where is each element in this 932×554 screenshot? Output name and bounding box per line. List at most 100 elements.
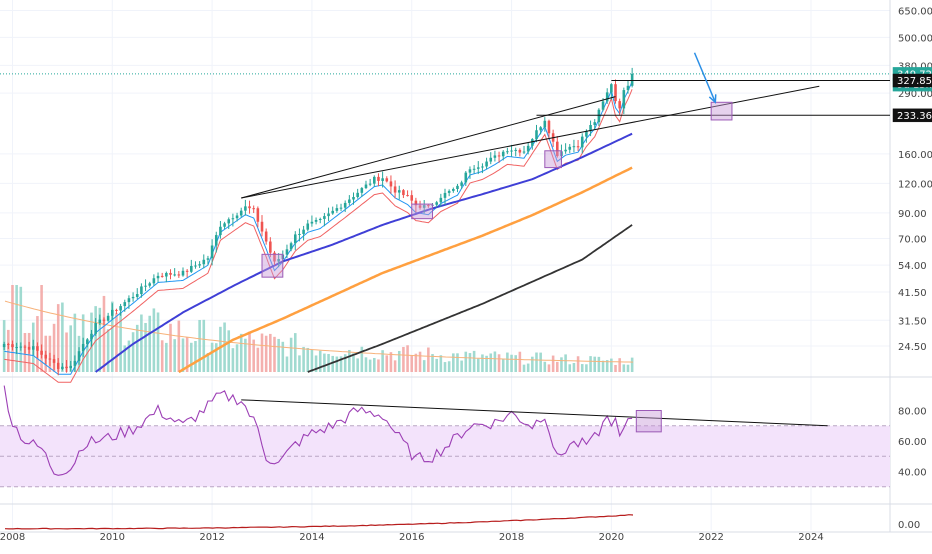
ma-200-line	[307, 224, 633, 373]
volume-bar	[497, 354, 501, 372]
volume-bar	[298, 355, 301, 372]
candle-body	[580, 136, 584, 148]
candle-body	[497, 155, 501, 157]
candle-body	[173, 274, 176, 276]
x-tick-label: 2018	[499, 532, 524, 543]
volume-bar	[485, 355, 488, 372]
volume-bar	[61, 302, 64, 372]
drawing-layer	[0, 52, 890, 278]
candle-body	[605, 92, 609, 102]
volume-bar	[456, 353, 459, 372]
candle-body	[393, 186, 397, 193]
volume-bar	[418, 351, 422, 372]
candle-body	[11, 344, 14, 348]
volume-bar	[260, 333, 264, 372]
volume-bar	[381, 350, 384, 372]
candle-body	[593, 122, 597, 126]
volume-average-line	[4, 300, 634, 363]
price-tick-label: 41.50	[898, 288, 927, 299]
candle-body	[626, 85, 630, 91]
volume-bar	[119, 312, 122, 372]
ema-short-line	[4, 81, 633, 375]
volume-bar	[293, 333, 297, 372]
volume-bar	[630, 357, 634, 372]
candle-body	[556, 141, 559, 157]
volume-bar	[535, 352, 538, 372]
candle-body	[589, 125, 592, 132]
candle-body	[227, 219, 231, 224]
volume-bar	[518, 351, 522, 372]
annotation-box	[411, 203, 434, 220]
volume-bar	[605, 360, 609, 372]
candle-body	[585, 131, 588, 137]
rsi-tick-label: 60.00	[898, 437, 927, 448]
price-tick-label: 120.00	[898, 179, 932, 190]
candle-body	[185, 270, 189, 272]
volume-bar	[98, 307, 102, 372]
volume-bar	[601, 360, 605, 372]
candle-body	[506, 151, 509, 153]
candle-body	[385, 178, 389, 182]
volume-bar	[360, 346, 364, 372]
candle-body	[339, 207, 343, 209]
candle-body	[472, 168, 476, 170]
volume-bar	[281, 341, 285, 372]
candle-body	[144, 285, 147, 287]
candle-body	[531, 139, 534, 146]
candle-body	[397, 190, 401, 193]
candle-body	[630, 73, 634, 86]
volume-bar	[468, 353, 472, 372]
candle-body	[15, 347, 18, 349]
volume-bar	[585, 364, 588, 372]
volume-bar	[160, 340, 164, 372]
candle-body	[485, 161, 488, 167]
candle-body	[327, 213, 330, 217]
volume-bar	[40, 285, 43, 372]
candle-body	[464, 172, 468, 183]
price-tick-label: 24.50	[898, 342, 927, 353]
volume-bar	[86, 340, 89, 372]
candle-body	[323, 216, 326, 219]
candle-body	[364, 184, 368, 189]
candle-body	[194, 265, 197, 267]
axis-layer: 650.00 500.00 380.00 290.00 160.00 120.00 90.0…	[0, 6, 932, 543]
candle-body	[260, 221, 264, 232]
price-tick-label: 650.00	[898, 6, 932, 17]
candle-body	[443, 192, 447, 198]
candle-body	[27, 346, 31, 350]
candle-body	[543, 120, 547, 128]
candle-body	[439, 197, 443, 203]
candle-body	[614, 84, 617, 102]
volume-bar	[614, 364, 617, 372]
price-tick-label: 90.00	[898, 209, 927, 220]
candle-body	[348, 199, 351, 203]
volume-bar	[626, 364, 630, 372]
candle-body	[547, 120, 551, 134]
candle-body	[239, 210, 243, 216]
volume-bar	[335, 356, 339, 372]
volume-bar	[111, 301, 114, 372]
volume-bar	[231, 348, 235, 372]
volume-bar	[589, 356, 592, 372]
candle-body	[414, 200, 418, 206]
annotation-box	[544, 150, 562, 169]
volume-bar	[580, 364, 584, 372]
volume-bar	[493, 351, 497, 372]
candle-body	[214, 235, 218, 246]
candle-body	[115, 309, 118, 311]
volume-bar	[135, 324, 139, 372]
candle-body	[61, 366, 64, 369]
volume-bar	[256, 347, 260, 372]
candle-body	[331, 210, 334, 214]
candle-body	[273, 252, 276, 262]
candle-body	[123, 302, 127, 307]
candle-body	[219, 226, 222, 236]
trendline	[241, 85, 820, 199]
candle-body	[160, 275, 164, 277]
price-tick-label: 160.00	[898, 150, 932, 161]
candle-body	[343, 202, 347, 208]
candle-body	[223, 223, 226, 227]
candle-body	[476, 167, 480, 169]
volume-bar	[393, 360, 397, 372]
